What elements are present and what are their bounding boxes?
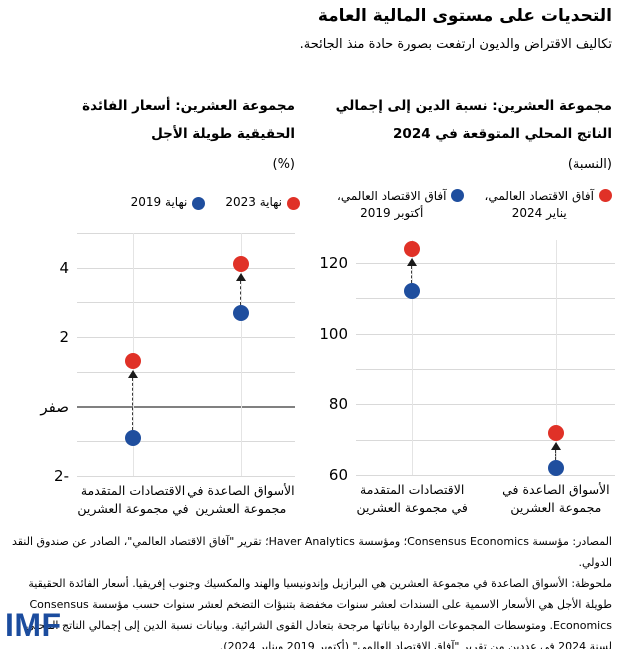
data-point-dot (547, 459, 564, 476)
gridline (77, 302, 295, 304)
y-axis-tick-label: صفر (40, 397, 69, 416)
data-point-dot (232, 256, 249, 273)
legend-label: نهاية 2019 (130, 195, 188, 209)
debt-chart-title: مجموعة العشرين: نسبة الدين إلى إجمالي ال… (335, 98, 612, 142)
legend-label: نهاية 2023 (225, 195, 282, 209)
gridline (356, 439, 615, 441)
legend-item-end-2019: نهاية 2019 (131, 194, 206, 211)
sources-text: المصادر: مؤسسة Consensus Economics؛ ومؤس… (11, 535, 612, 569)
interest-rate-chart-unit-label: (%) (272, 157, 296, 172)
gridline (356, 404, 615, 406)
y-axis-tick-label: 2 (59, 328, 69, 347)
gridline (77, 233, 295, 234)
data-point-dot (125, 429, 141, 446)
note-text: ملحوظة: الأسواق الصاعدة في مجموعة العشري… (25, 577, 612, 649)
change-arrow-head (550, 441, 561, 450)
gridline (356, 263, 615, 264)
change-arrow-line (240, 281, 242, 305)
category-label: الاقتصادات المتقدمة في مجموعة العشرين (356, 482, 468, 515)
debt-chart-plot-area: 120 100 80 60 الاقتصادات المتقدمة في مجموعة … (319, 240, 615, 515)
data-point-dot (404, 240, 421, 257)
gridline (77, 441, 295, 443)
page-title: التحديات على مستوى المالية العامة (317, 6, 612, 26)
red-dot-icon (599, 189, 612, 202)
legend-item-weo-oct-2019: آفاق الاقتصاد العالمي، أكتوبر 2019 (337, 188, 465, 222)
legend-label: آفاق الاقتصاد العالمي، يناير 2024 (484, 189, 594, 220)
gridline (77, 337, 295, 339)
imf-logo: IMF (5, 607, 62, 643)
blue-dot-icon (192, 196, 206, 210)
category-label: الأسواق الصاعدة في مجموعة العشرين (187, 483, 295, 516)
gridline (77, 476, 295, 477)
legend-label: آفاق الاقتصاد العالمي، أكتوبر 2019 (336, 189, 447, 220)
y-axis-tick-label: 100 (319, 324, 348, 343)
y-axis-tick-label: 4 (59, 258, 69, 277)
y-axis-tick-label: 120 (319, 254, 348, 272)
blue-dot-icon (451, 189, 465, 202)
gridline (77, 267, 295, 269)
data-point-dot (125, 353, 141, 370)
change-arrow-line (555, 449, 557, 460)
legend-item-weo-jan-2024: آفاق الاقتصاد العالمي، يناير 2024 (484, 188, 612, 222)
gridline (356, 333, 615, 335)
y-axis-tick-label: 2- (54, 467, 69, 485)
debt-chart-legend: آفاق الاقتصاد العالمي، يناير 2024 آفاق ا… (337, 188, 612, 222)
gridline (356, 298, 615, 300)
data-point-dot (404, 283, 421, 300)
category-label: الأسواق الصاعدة في مجموعة العشرين (502, 482, 610, 515)
interest-rate-chart-title: مجموعة العشرين: أسعار الفائدة الحقيقية ط… (82, 98, 295, 142)
change-arrow-head (235, 273, 246, 282)
interest-rate-chart-plot-area: 4 2 صفر 2- الاقتصادات المتقدمة في مجموعة الع… (40, 233, 295, 516)
debt-chart-unit-label: (النسبة) (567, 157, 612, 172)
y-axis-tick-label: 80 (328, 395, 348, 414)
red-dot-icon (287, 196, 300, 210)
category-gridline (240, 233, 242, 476)
footer-notes: المصادر: مؤسسة Consensus Economics؛ ومؤس… (8, 531, 612, 649)
zero-line (77, 405, 295, 408)
gridline (77, 371, 295, 373)
category-gridline (555, 240, 557, 475)
data-point-dot (232, 304, 249, 321)
category-label: الاقتصادات المتقدمة في مجموعة العشرين (77, 483, 189, 516)
page-subtitle: تكاليف الاقتراض والديون ارتفعت بصورة حاد… (299, 37, 612, 52)
legend-item-end-2023: نهاية 2023 (225, 194, 300, 211)
change-arrow-head (407, 257, 418, 266)
interest-rate-chart-legend: نهاية 2023 نهاية 2019 (131, 194, 300, 211)
gridline (356, 369, 615, 370)
change-arrow-line (132, 378, 134, 430)
change-arrow-head (128, 370, 138, 379)
category-gridline (412, 240, 414, 475)
data-point-dot (547, 424, 564, 441)
y-axis-tick-label: 60 (328, 466, 348, 484)
change-arrow-line (411, 265, 413, 284)
gridline (356, 475, 615, 476)
